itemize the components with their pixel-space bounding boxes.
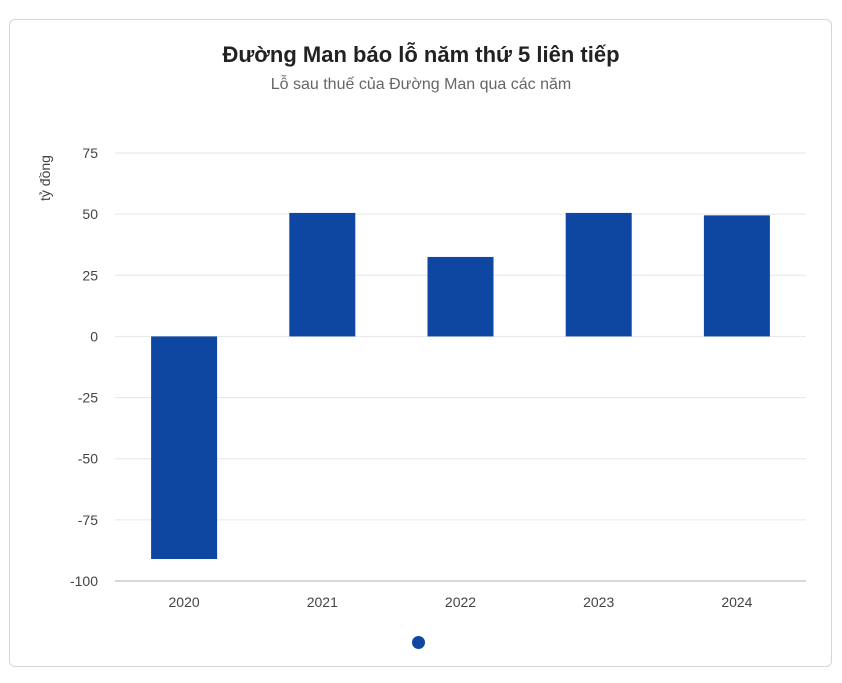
chart-title: Đường Man báo lỗ năm thứ 5 liên tiếp: [222, 42, 620, 67]
bar-2022[interactable]: [427, 256, 494, 337]
bar-2023[interactable]: [565, 212, 632, 337]
y-tick-label: 25: [82, 267, 98, 283]
chart-subtitle: Lỗ sau thuế của Đường Man qua các năm: [270, 76, 572, 93]
y-tick-label: -75: [78, 512, 98, 528]
y-tick-label: -50: [78, 451, 98, 467]
y-tick-label: 0: [90, 328, 98, 344]
bar-2020[interactable]: [151, 336, 218, 559]
x-tick-label: 2021: [307, 594, 338, 610]
y-tick-label: -25: [78, 390, 98, 406]
y-tick-label: 75: [82, 145, 98, 161]
x-tick-label: 2022: [445, 594, 476, 610]
x-tick-label: 2024: [721, 594, 752, 610]
y-axis-label: tỷ đồng: [37, 155, 53, 201]
bar-2024[interactable]: [703, 215, 770, 337]
bar-2021[interactable]: [289, 212, 356, 337]
chart-card: [9, 19, 832, 667]
y-tick-label: -100: [70, 573, 98, 589]
y-tick-label: 50: [82, 206, 98, 222]
x-tick-label: 2023: [583, 594, 614, 610]
pager-dot[interactable]: [412, 636, 425, 649]
x-tick-label: 2020: [169, 594, 200, 610]
